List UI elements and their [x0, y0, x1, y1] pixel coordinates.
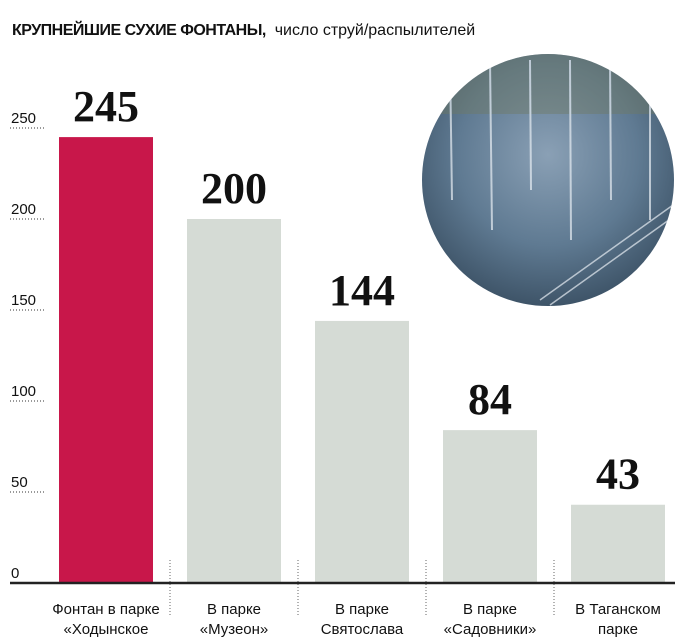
value-label: 84 [468, 375, 512, 424]
value-label: 200 [201, 164, 267, 213]
value-label: 245 [73, 82, 139, 131]
photo [420, 54, 675, 306]
x-tick-label: Фонтан в парке «Ходынское [42, 600, 170, 640]
y-tick-label: 50 [11, 474, 28, 491]
value-label: 43 [596, 450, 640, 499]
value-label: 144 [329, 266, 395, 315]
y-tick-label: 250 [11, 110, 36, 127]
chart: 0 50 100 150 200 250 245 200 144 84 43 [0, 0, 675, 644]
bar [443, 430, 537, 583]
y-tick-label: 200 [11, 201, 36, 218]
y-tick-label: 150 [11, 292, 36, 309]
x-tick-label: В Таганском парке [554, 600, 675, 640]
page: КРУПНЕЙШИЕ СУХИЕ ФОНТАНЫ, число струй/ра… [0, 0, 675, 644]
bar [315, 321, 409, 583]
bar [187, 219, 281, 583]
x-tick-label: В парке Святослава [298, 600, 426, 640]
y-tick-label: 0 [11, 565, 19, 582]
y-tick-label: 100 [11, 383, 36, 400]
x-tick-label: В парке «Садовники» [426, 600, 554, 640]
x-tick-label: В парке «Музеон» [170, 600, 298, 640]
bar [59, 137, 153, 583]
bar [571, 505, 665, 583]
